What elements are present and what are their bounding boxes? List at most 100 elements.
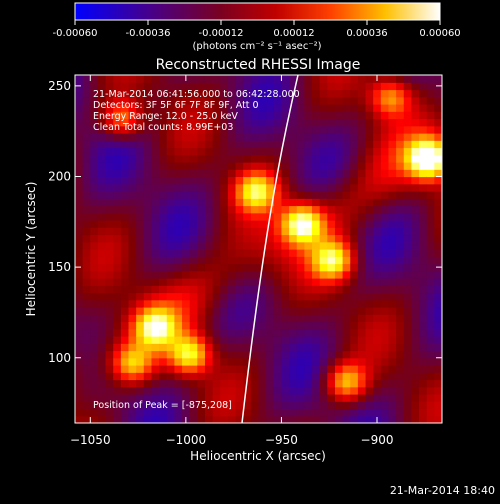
heatmap-cell (105, 191, 114, 199)
heatmap-cell (365, 292, 374, 301)
heatmap-cell (105, 176, 114, 185)
heatmap-cell (235, 104, 244, 112)
heatmap-cell (273, 263, 283, 272)
heatmap-cell (235, 314, 244, 323)
heatmap-cell (419, 104, 428, 112)
heatmap-cell (350, 140, 359, 149)
heatmap-cell (357, 350, 367, 359)
heatmap-cell (357, 241, 367, 250)
heatmap-cell (281, 336, 290, 344)
heatmap-cell (212, 212, 221, 221)
heatmap-cell (113, 285, 122, 294)
heatmap-cell (97, 249, 107, 257)
heatmap-cell (105, 162, 114, 170)
heatmap-cell (197, 278, 206, 286)
heatmap-cell (373, 176, 382, 185)
heatmap-cell (90, 379, 99, 388)
heatmap-cell (120, 350, 130, 359)
heatmap-cell (174, 292, 183, 301)
heatmap-cell (273, 227, 283, 236)
heatmap-cell (342, 256, 351, 265)
heatmap-cell (159, 198, 168, 207)
heatmap-cell (128, 147, 137, 156)
heatmap-cell (403, 285, 413, 294)
heatmap-cell (182, 249, 191, 257)
heatmap-cell (220, 343, 229, 352)
heatmap-cell (403, 176, 413, 185)
heatmap-cell (151, 328, 160, 337)
heatmap-cell (212, 415, 221, 423)
heatmap-cell (304, 205, 313, 214)
heatmap-cell (334, 234, 344, 243)
heatmap-cell (411, 82, 420, 91)
heatmap-cell (365, 270, 374, 279)
heatmap-cell (396, 220, 405, 228)
heatmap-cell (296, 234, 305, 243)
x-axis-label: Heliocentric X (arcsec) (190, 449, 326, 463)
heatmap-cell (220, 415, 229, 423)
heatmap-cell (281, 350, 290, 359)
heatmap-cell (312, 154, 321, 163)
heatmap-cell (312, 140, 321, 149)
heatmap-cell (97, 263, 107, 272)
heatmap-cell (182, 336, 191, 344)
heatmap-cell (97, 408, 107, 417)
heatmap-cell (113, 241, 122, 250)
heatmap-cell (289, 357, 298, 366)
heatmap-cell (296, 198, 305, 207)
heatmap-cell (396, 394, 405, 402)
heatmap-cell (182, 154, 191, 163)
heatmap-cell (97, 198, 107, 207)
heatmap-cell (113, 336, 122, 344)
heatmap-cell (204, 357, 214, 366)
heatmap-cell (266, 104, 275, 112)
heatmap-cell (365, 176, 374, 185)
heatmap-cell (319, 176, 328, 185)
heatmap-cell (235, 89, 244, 98)
footer-timestamp: 21-Mar-2014 18:40 (390, 484, 495, 497)
heatmap-cell (120, 321, 130, 330)
heatmap-cell (174, 350, 183, 359)
heatmap-cell (434, 111, 442, 120)
heatmap-cell (357, 169, 367, 178)
heatmap-cell (143, 292, 153, 301)
heatmap-cell (105, 350, 114, 359)
heatmap-cell (227, 227, 237, 236)
heatmap-cell (75, 147, 84, 156)
heatmap-cell (128, 169, 137, 178)
heatmap-cell (90, 147, 99, 156)
heatmap-cell (143, 285, 153, 294)
heatmap-cell (273, 249, 283, 257)
heatmap-cell (182, 307, 191, 315)
heatmap-cell (151, 176, 160, 185)
colorbar-tick-label: -0.00036 (126, 28, 171, 39)
heatmap-cell (212, 307, 221, 315)
heatmap-cell (258, 365, 267, 373)
heatmap-cell (120, 343, 130, 352)
heatmap-cell (235, 328, 244, 337)
heatmap-cell (289, 314, 298, 323)
heatmap-cell (419, 176, 428, 185)
heatmap-cell (403, 104, 413, 112)
heatmap-cell (434, 169, 442, 178)
heatmap-cell (113, 394, 122, 402)
heatmap-cell (396, 278, 405, 286)
heatmap-cell (312, 249, 321, 257)
heatmap-cell (235, 227, 244, 236)
heatmap-cell (411, 169, 420, 178)
heatmap-cell (334, 343, 344, 352)
heatmap-cell (419, 133, 428, 141)
heatmap-cell (136, 365, 145, 373)
heatmap-cell (243, 176, 252, 185)
heatmap-cell (136, 394, 145, 402)
heatmap-cell (388, 307, 397, 315)
heatmap-cell (266, 328, 275, 337)
heatmap-cell (136, 343, 145, 352)
heatmap-cell (197, 176, 206, 185)
heatmap-cell (243, 365, 252, 373)
heatmap-cell (243, 321, 252, 330)
heatmap-cell (105, 96, 114, 105)
heatmap-cell (113, 75, 122, 83)
heatmap-cell (434, 379, 442, 388)
heatmap-cell (220, 89, 229, 98)
